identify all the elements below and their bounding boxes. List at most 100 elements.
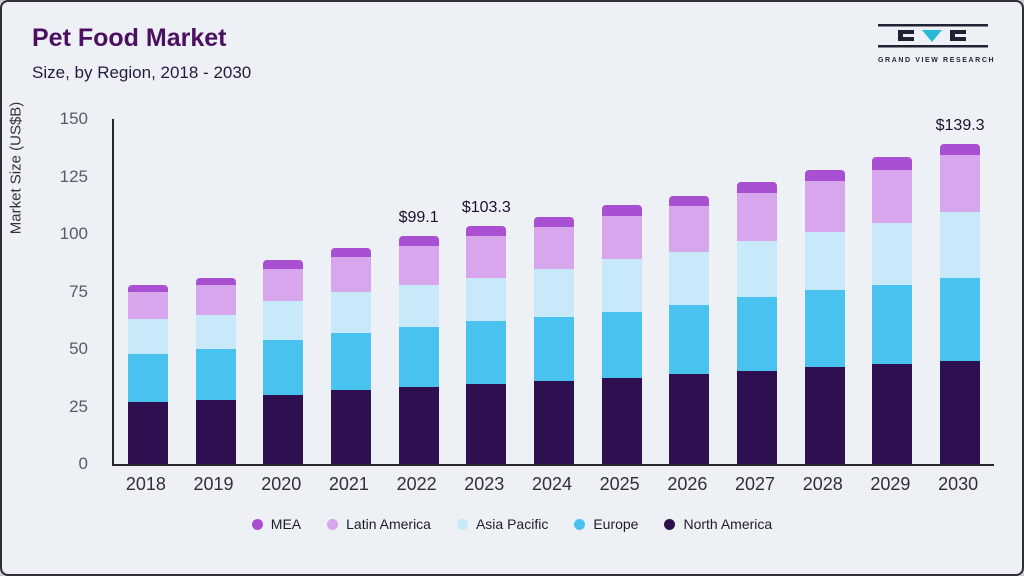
- bar-segment-mea: [195, 277, 236, 285]
- x-tick-label: 2026: [667, 474, 708, 494]
- x-tick-label: 2025: [599, 474, 640, 494]
- bar-segment-europe: [872, 284, 913, 364]
- bar-segment-mea: [263, 260, 304, 269]
- bar-segment-north-america: [466, 383, 507, 464]
- legend-item-latin-america: Latin America: [327, 516, 431, 532]
- bar-segment-europe: [398, 327, 439, 387]
- bar-group-2025: [588, 119, 656, 464]
- bar-segment-latin-america: [533, 227, 574, 269]
- bar-segment-europe: [737, 297, 778, 371]
- x-tick-label: 2020: [261, 474, 302, 494]
- plot-area: $99.1 $103.3 $139.3: [112, 116, 994, 466]
- bar-group-2021: [317, 119, 385, 464]
- bar-segment-mea: [466, 226, 507, 237]
- bar-segment-mea: [872, 157, 913, 170]
- legend-label: North America: [683, 516, 773, 532]
- legend-label: Asia Pacific: [475, 516, 549, 532]
- bar-segment-mea: [669, 195, 710, 207]
- bar-group-2026: [656, 119, 724, 464]
- page-title: Pet Food Market: [32, 24, 227, 52]
- bar-segment-north-america: [127, 401, 168, 464]
- bar-group-2023: $103.3: [452, 119, 520, 464]
- bar-segment-asia-pacific: [533, 268, 574, 317]
- x-tick-label: 2022: [396, 474, 437, 494]
- legend-label: MEA: [270, 516, 302, 532]
- bar-segment-asia-pacific: [330, 291, 371, 333]
- legend-label: Europe: [593, 516, 639, 532]
- x-tick-label: 2019: [193, 474, 234, 494]
- y-tick-label: 150: [59, 109, 88, 128]
- bar-stack: [195, 277, 236, 464]
- bar-value-label: $99.1: [398, 209, 439, 227]
- x-tick-label: 2027: [735, 474, 776, 494]
- chart-subtitle: Size, by Region, 2018 - 2030: [32, 63, 252, 82]
- x-tick-label: 2021: [328, 474, 369, 494]
- y-axis-ticks: 0 25 50 75 100 125 150: [50, 109, 100, 473]
- bar-segment-mea: [398, 236, 439, 246]
- bar-stack: [601, 205, 642, 464]
- bar-stack: [737, 181, 778, 464]
- bar-group-2027: [723, 119, 791, 464]
- legend-item-europe: Europe: [574, 516, 638, 532]
- bar-segment-north-america: [872, 363, 913, 464]
- bar-segment-north-america: [195, 399, 236, 464]
- bar-segment-mea: [601, 205, 642, 216]
- bar-segment-north-america: [669, 374, 710, 464]
- bar-segment-latin-america: [195, 284, 236, 315]
- x-tick-label: 2029: [870, 474, 911, 494]
- bar-stack: [398, 236, 439, 464]
- bar-segment-europe: [533, 316, 574, 382]
- y-axis-title: Market Size (US$B): [7, 101, 25, 235]
- bar-segment-mea: [804, 169, 845, 182]
- gvr-logo-icon: [878, 24, 988, 48]
- legend-item-mea: MEA: [251, 516, 302, 532]
- bar-stack: [263, 260, 304, 464]
- legend-dot-icon: [327, 518, 339, 530]
- bar-segment-asia-pacific: [601, 259, 642, 313]
- bar-stack: [330, 247, 371, 464]
- legend-dot-icon: [456, 518, 468, 530]
- bar-group-2030: $139.3: [926, 116, 994, 464]
- bar-segment-asia-pacific: [127, 319, 168, 354]
- bar-segment-north-america: [533, 381, 574, 464]
- bars-container: $99.1 $103.3 $139.3: [114, 116, 994, 464]
- bar-segment-asia-pacific: [669, 252, 710, 306]
- y-tick-label: 100: [59, 224, 88, 243]
- logo-text: GRAND VIEW RESEARCH: [878, 57, 996, 64]
- bar-segment-europe: [263, 339, 304, 395]
- bar-segment-asia-pacific: [940, 212, 981, 278]
- bar-segment-latin-america: [127, 291, 168, 320]
- bar-value-label: $139.3: [935, 116, 985, 134]
- bar-group-2020: [249, 119, 317, 464]
- bar-segment-asia-pacific: [804, 231, 845, 291]
- bar-segment-latin-america: [466, 236, 507, 278]
- bar-segment-north-america: [804, 367, 845, 464]
- bar-stack: [669, 195, 710, 464]
- bar-segment-north-america: [398, 386, 439, 464]
- bar-segment-mea: [330, 247, 371, 258]
- bar-segment-mea: [940, 143, 981, 155]
- bar-segment-asia-pacific: [466, 277, 507, 322]
- y-tick-label: 0: [78, 454, 88, 473]
- x-tick-label: 2030: [938, 474, 979, 494]
- bar-segment-asia-pacific: [263, 300, 304, 340]
- bar-group-2028: [791, 119, 859, 464]
- bar-segment-mea: [127, 284, 168, 292]
- y-tick-label: 50: [69, 339, 88, 358]
- chart-legend: MEA Latin America Asia Pacific Europe North …: [2, 516, 1022, 532]
- bar-segment-mea: [533, 217, 574, 228]
- bar-segment-asia-pacific: [737, 240, 778, 298]
- bar-stack: [466, 226, 507, 464]
- bar-stack: [940, 143, 981, 464]
- bar-group-2022: $99.1: [385, 119, 453, 464]
- bar-segment-europe: [330, 332, 371, 391]
- bar-segment-latin-america: [669, 206, 710, 253]
- bar-segment-north-america: [940, 360, 981, 464]
- bar-segment-latin-america: [872, 169, 913, 223]
- y-tick-label: 25: [69, 396, 88, 416]
- bar-segment-latin-america: [398, 245, 439, 285]
- bar-group-2029: [859, 119, 927, 464]
- x-axis-labels: 2018 2019 2020 2021 2022 2023 2024 2025 2026 2027…: [112, 474, 992, 495]
- bar-segment-latin-america: [263, 268, 304, 301]
